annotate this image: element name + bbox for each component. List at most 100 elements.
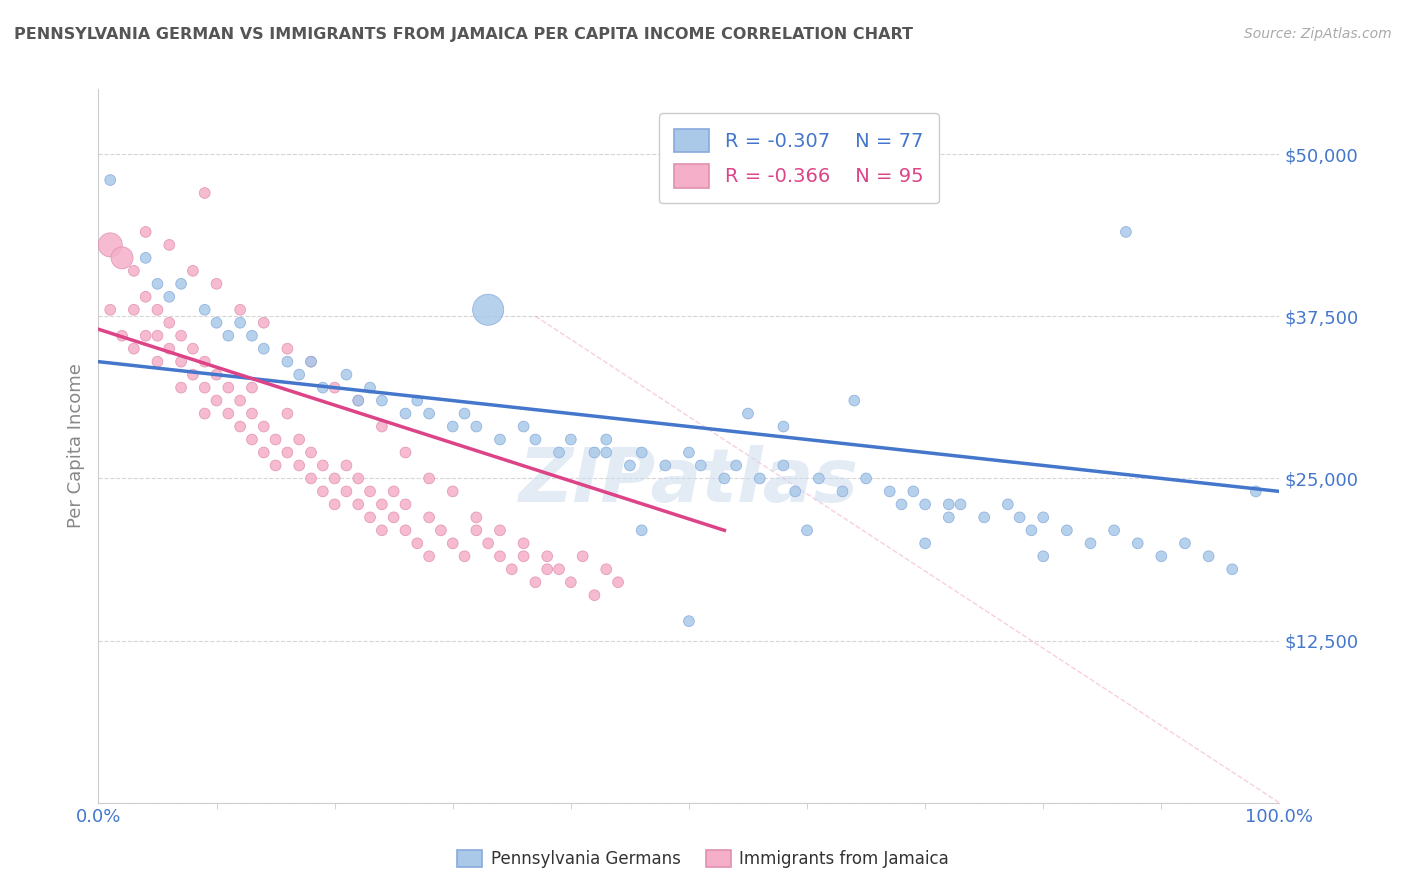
Point (217, 407, 239, 421)
Point (453, 407, 475, 421)
Point (524, 575, 547, 590)
Point (796, 524, 818, 538)
Point (441, 484, 464, 499)
Point (299, 354, 322, 368)
Point (194, 186, 217, 200)
Point (973, 510, 995, 524)
Point (512, 536, 534, 550)
Point (205, 393, 228, 408)
Point (689, 458, 711, 473)
Point (548, 445, 571, 459)
Point (418, 471, 440, 485)
Point (1021, 524, 1043, 538)
Point (654, 458, 676, 473)
Point (335, 484, 357, 499)
Point (299, 445, 322, 459)
Point (630, 445, 652, 459)
Point (240, 381, 263, 395)
Point (135, 290, 157, 304)
Point (157, 290, 180, 304)
Point (394, 445, 416, 459)
Point (135, 225, 157, 239)
Point (323, 381, 346, 395)
Point (737, 407, 759, 421)
Point (194, 302, 217, 317)
Point (170, 354, 193, 368)
Point (146, 328, 169, 343)
Point (595, 433, 617, 447)
Point (111, 251, 134, 265)
Point (253, 316, 276, 330)
Point (453, 549, 475, 564)
Point (571, 549, 593, 564)
Point (607, 575, 630, 590)
Point (347, 393, 370, 408)
Point (253, 419, 276, 434)
Point (217, 328, 239, 343)
Point (477, 536, 499, 550)
Point (938, 510, 960, 524)
Point (441, 536, 464, 550)
Point (1244, 484, 1267, 499)
Point (253, 342, 276, 356)
Point (98, 238, 121, 252)
Point (299, 471, 322, 485)
Point (489, 524, 512, 538)
Point (1056, 524, 1078, 538)
Point (194, 407, 217, 421)
Legend: Pennsylvania Germans, Immigrants from Jamaica: Pennsylvania Germans, Immigrants from Ja… (451, 843, 955, 875)
Point (418, 510, 440, 524)
Point (489, 549, 512, 564)
Point (359, 510, 381, 524)
Point (949, 497, 972, 511)
Point (430, 524, 453, 538)
Point (229, 393, 252, 408)
Point (903, 484, 925, 499)
Point (583, 445, 606, 459)
Point (489, 433, 512, 447)
Point (276, 407, 298, 421)
Point (678, 614, 700, 628)
Point (595, 562, 617, 576)
Point (583, 588, 606, 602)
Point (240, 407, 263, 421)
Point (879, 484, 901, 499)
Point (560, 575, 582, 590)
Point (1198, 549, 1220, 564)
Point (406, 536, 429, 550)
Point (157, 342, 180, 356)
Point (831, 484, 853, 499)
Point (146, 277, 169, 291)
Point (194, 381, 217, 395)
Point (122, 342, 145, 356)
Point (725, 458, 748, 473)
Point (914, 536, 936, 550)
Point (844, 393, 866, 408)
Text: Source: ZipAtlas.com: Source: ZipAtlas.com (1244, 27, 1392, 41)
Point (111, 328, 134, 343)
Point (406, 393, 429, 408)
Point (807, 471, 830, 485)
Point (181, 342, 204, 356)
Point (359, 484, 381, 499)
Point (785, 484, 807, 499)
Point (240, 328, 263, 343)
Point (1220, 562, 1243, 576)
Point (323, 471, 346, 485)
Point (465, 510, 488, 524)
Point (276, 445, 298, 459)
Point (194, 354, 217, 368)
Point (1080, 536, 1102, 550)
Point (157, 238, 180, 252)
Point (371, 393, 394, 408)
Point (276, 342, 298, 356)
Point (122, 264, 145, 278)
Text: ZIPatlas: ZIPatlas (519, 445, 859, 518)
Point (630, 524, 652, 538)
Point (394, 407, 416, 421)
Point (312, 381, 335, 395)
Point (536, 562, 558, 576)
Point (997, 497, 1019, 511)
Point (394, 497, 416, 511)
Point (890, 497, 912, 511)
